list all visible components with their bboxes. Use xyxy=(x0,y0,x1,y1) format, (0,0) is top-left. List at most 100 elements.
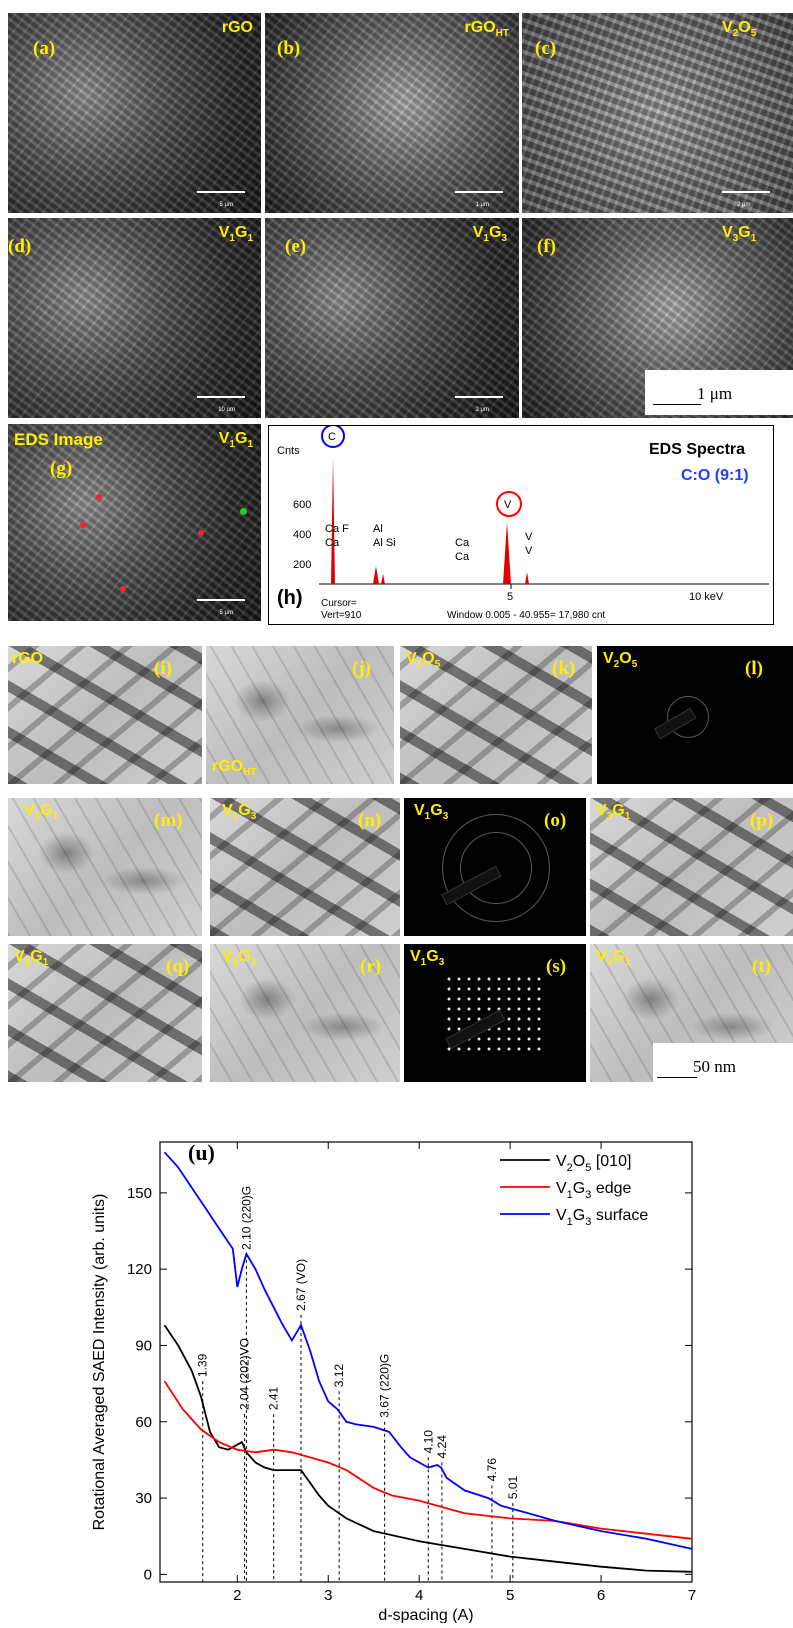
sem-scale-label: 1 μm xyxy=(697,384,733,403)
material-label: V1G1 xyxy=(24,802,59,823)
eds-peak-al xyxy=(373,566,379,584)
legend-label: V2O5 [010] xyxy=(556,1153,631,1174)
eds-peak-label: Ca xyxy=(455,537,470,549)
sem-panel-e: (e) V1G3 2 μm xyxy=(265,218,519,418)
tem-scale-label: 50 nm xyxy=(693,1057,736,1076)
x-tick-label: 3 xyxy=(324,1587,332,1604)
peak-annotation: 3.12 xyxy=(332,1364,346,1388)
eds-y-tick: 600 xyxy=(293,499,311,511)
material-label: V1G3 xyxy=(472,224,507,245)
scale-bar-label: 1 μm xyxy=(475,202,489,208)
material-label: V3G1 xyxy=(596,802,631,823)
scale-bar xyxy=(197,396,245,410)
scale-bar-label: 10 μm xyxy=(218,407,235,413)
y-tick-label: 90 xyxy=(135,1337,152,1354)
tem-panel-j: (j) rGOHT xyxy=(206,646,394,784)
x-tick-label: 4 xyxy=(415,1587,423,1604)
material-label: rGO xyxy=(12,650,44,667)
eds-peak-label: Ca xyxy=(455,551,470,563)
panel-tag: (b) xyxy=(277,38,301,59)
tem-panel-s: V1G3 (s) xyxy=(404,944,586,1082)
peak-annotation: 1.39 xyxy=(196,1353,210,1377)
eds-peak-label: V xyxy=(525,545,533,557)
eds-vert: Vert=910 xyxy=(321,610,362,621)
material-label: rGOHT xyxy=(464,19,509,40)
y-tick-label: 60 xyxy=(135,1414,152,1431)
eds-peak-label: Ca F xyxy=(325,523,349,535)
tem-panel-m: V1G1 (m) xyxy=(8,798,202,936)
panel-tag: (c) xyxy=(535,38,557,59)
eds-point-marker xyxy=(96,494,102,500)
y-tick-label: 0 xyxy=(144,1566,152,1583)
material-label: V3G1 xyxy=(722,224,757,245)
plot-frame xyxy=(159,1141,693,1583)
eds-image-panel: EDS Image V1G1 (g) 5 μm xyxy=(8,424,261,621)
eds-image-title: EDS Image xyxy=(14,430,103,449)
scale-bar xyxy=(197,599,245,613)
peak-annotation: 4.76 xyxy=(485,1458,499,1482)
tem-panel-n: V1G3 (n) xyxy=(210,798,400,936)
y-tick-label: 150 xyxy=(127,1185,152,1202)
eds-x-tick: 5 xyxy=(507,591,513,603)
tem-scale-line xyxy=(657,1077,697,1078)
eds-peak-label: C xyxy=(328,431,336,443)
panel-tag: (n) xyxy=(358,810,382,831)
sem-scale-line xyxy=(653,404,701,405)
tem-panel-l: V2O5 (l) xyxy=(597,646,793,784)
legend-label: V1G3 edge xyxy=(556,1180,632,1201)
material-label: V1G1 xyxy=(218,224,253,245)
eds-window: Window 0.005 - 40.955= 17,980 cnt xyxy=(447,610,605,621)
eds-peak-label: Al Si xyxy=(373,537,396,549)
peak-annotation: 2.67 (VO) xyxy=(294,1259,308,1311)
material-label: V1G3 xyxy=(410,948,445,969)
peak-annotation: 2.04 (202)VO xyxy=(238,1338,252,1410)
panel-tag: (h) xyxy=(277,587,303,609)
tem-panel-r: V1G3 (r) xyxy=(210,944,400,1082)
panel-tag: (k) xyxy=(552,658,576,679)
sem-panel-b: (b) rGOHT 1 μm xyxy=(265,13,519,213)
panel-tag: (m) xyxy=(154,810,183,831)
panel-tag: (e) xyxy=(285,236,307,257)
x-axis-label: d-spacing (A) xyxy=(378,1607,473,1623)
material-label: V2O5 xyxy=(603,650,638,671)
scale-bar xyxy=(722,191,770,205)
peak-annotation: 4.10 xyxy=(421,1430,435,1454)
peak-annotation: 5.01 xyxy=(506,1475,520,1499)
eds-ratio: C:O (9:1) xyxy=(681,467,749,484)
x-tick-label: 2 xyxy=(233,1587,241,1604)
eds-point-marker xyxy=(240,508,247,515)
tem-panel-k: V2O5 (k) xyxy=(400,646,592,784)
panel-tag: (s) xyxy=(546,956,567,977)
sem-panel-a: (a) rGO 5 μm xyxy=(8,13,261,213)
eds-x-tick: 10 keV xyxy=(689,591,724,603)
panel-tag: (i) xyxy=(154,658,172,679)
x-tick-label: 6 xyxy=(597,1587,605,1604)
material-label: V1G3 xyxy=(222,802,257,823)
material-label: V1G3 xyxy=(222,948,257,969)
eds-spectrum-plot: Cnts 600 400 200 5 10 keV C V Ca F Ca Al… xyxy=(277,424,769,621)
panel-tag: (q) xyxy=(166,956,190,977)
eds-y-tick: 400 xyxy=(293,529,311,541)
peak-annotation: 4.24 xyxy=(435,1435,449,1459)
saed-chart-svg: 2 3 4 5 6 7 0 30 60 90 120 150 d-spacing (A) Rotation… xyxy=(91,1140,696,1624)
panel-tag: (l) xyxy=(745,658,763,679)
peak-annotation: 2.41 xyxy=(267,1386,281,1410)
eds-peak-si xyxy=(381,574,385,584)
panel-tag: (t) xyxy=(752,956,771,977)
y-tick-label: 120 xyxy=(127,1261,152,1278)
scale-bar-label: 2 μm xyxy=(737,202,751,208)
panel-tag: (f) xyxy=(537,236,556,257)
eds-point-marker xyxy=(80,522,86,528)
sem-panel-d: (d) V1G1 10 μm xyxy=(8,218,261,418)
y-axis-label: Rotational Averaged SAED Intensity (arb.… xyxy=(91,1194,108,1531)
panel-tag: (o) xyxy=(544,810,567,831)
sem-scale-box: 1 μm xyxy=(645,370,793,415)
eds-spectra-title: EDS Spectra xyxy=(649,441,745,458)
scale-bar xyxy=(197,191,245,205)
eds-y-label: Cnts xyxy=(277,445,300,457)
eds-y-tick: 200 xyxy=(293,559,311,571)
eds-peak-label: Ca xyxy=(325,537,340,549)
material-label: V1G1 xyxy=(218,430,253,451)
tem-scale-box: 50 nm xyxy=(653,1043,793,1085)
scale-bar-label: 2 μm xyxy=(475,407,489,413)
